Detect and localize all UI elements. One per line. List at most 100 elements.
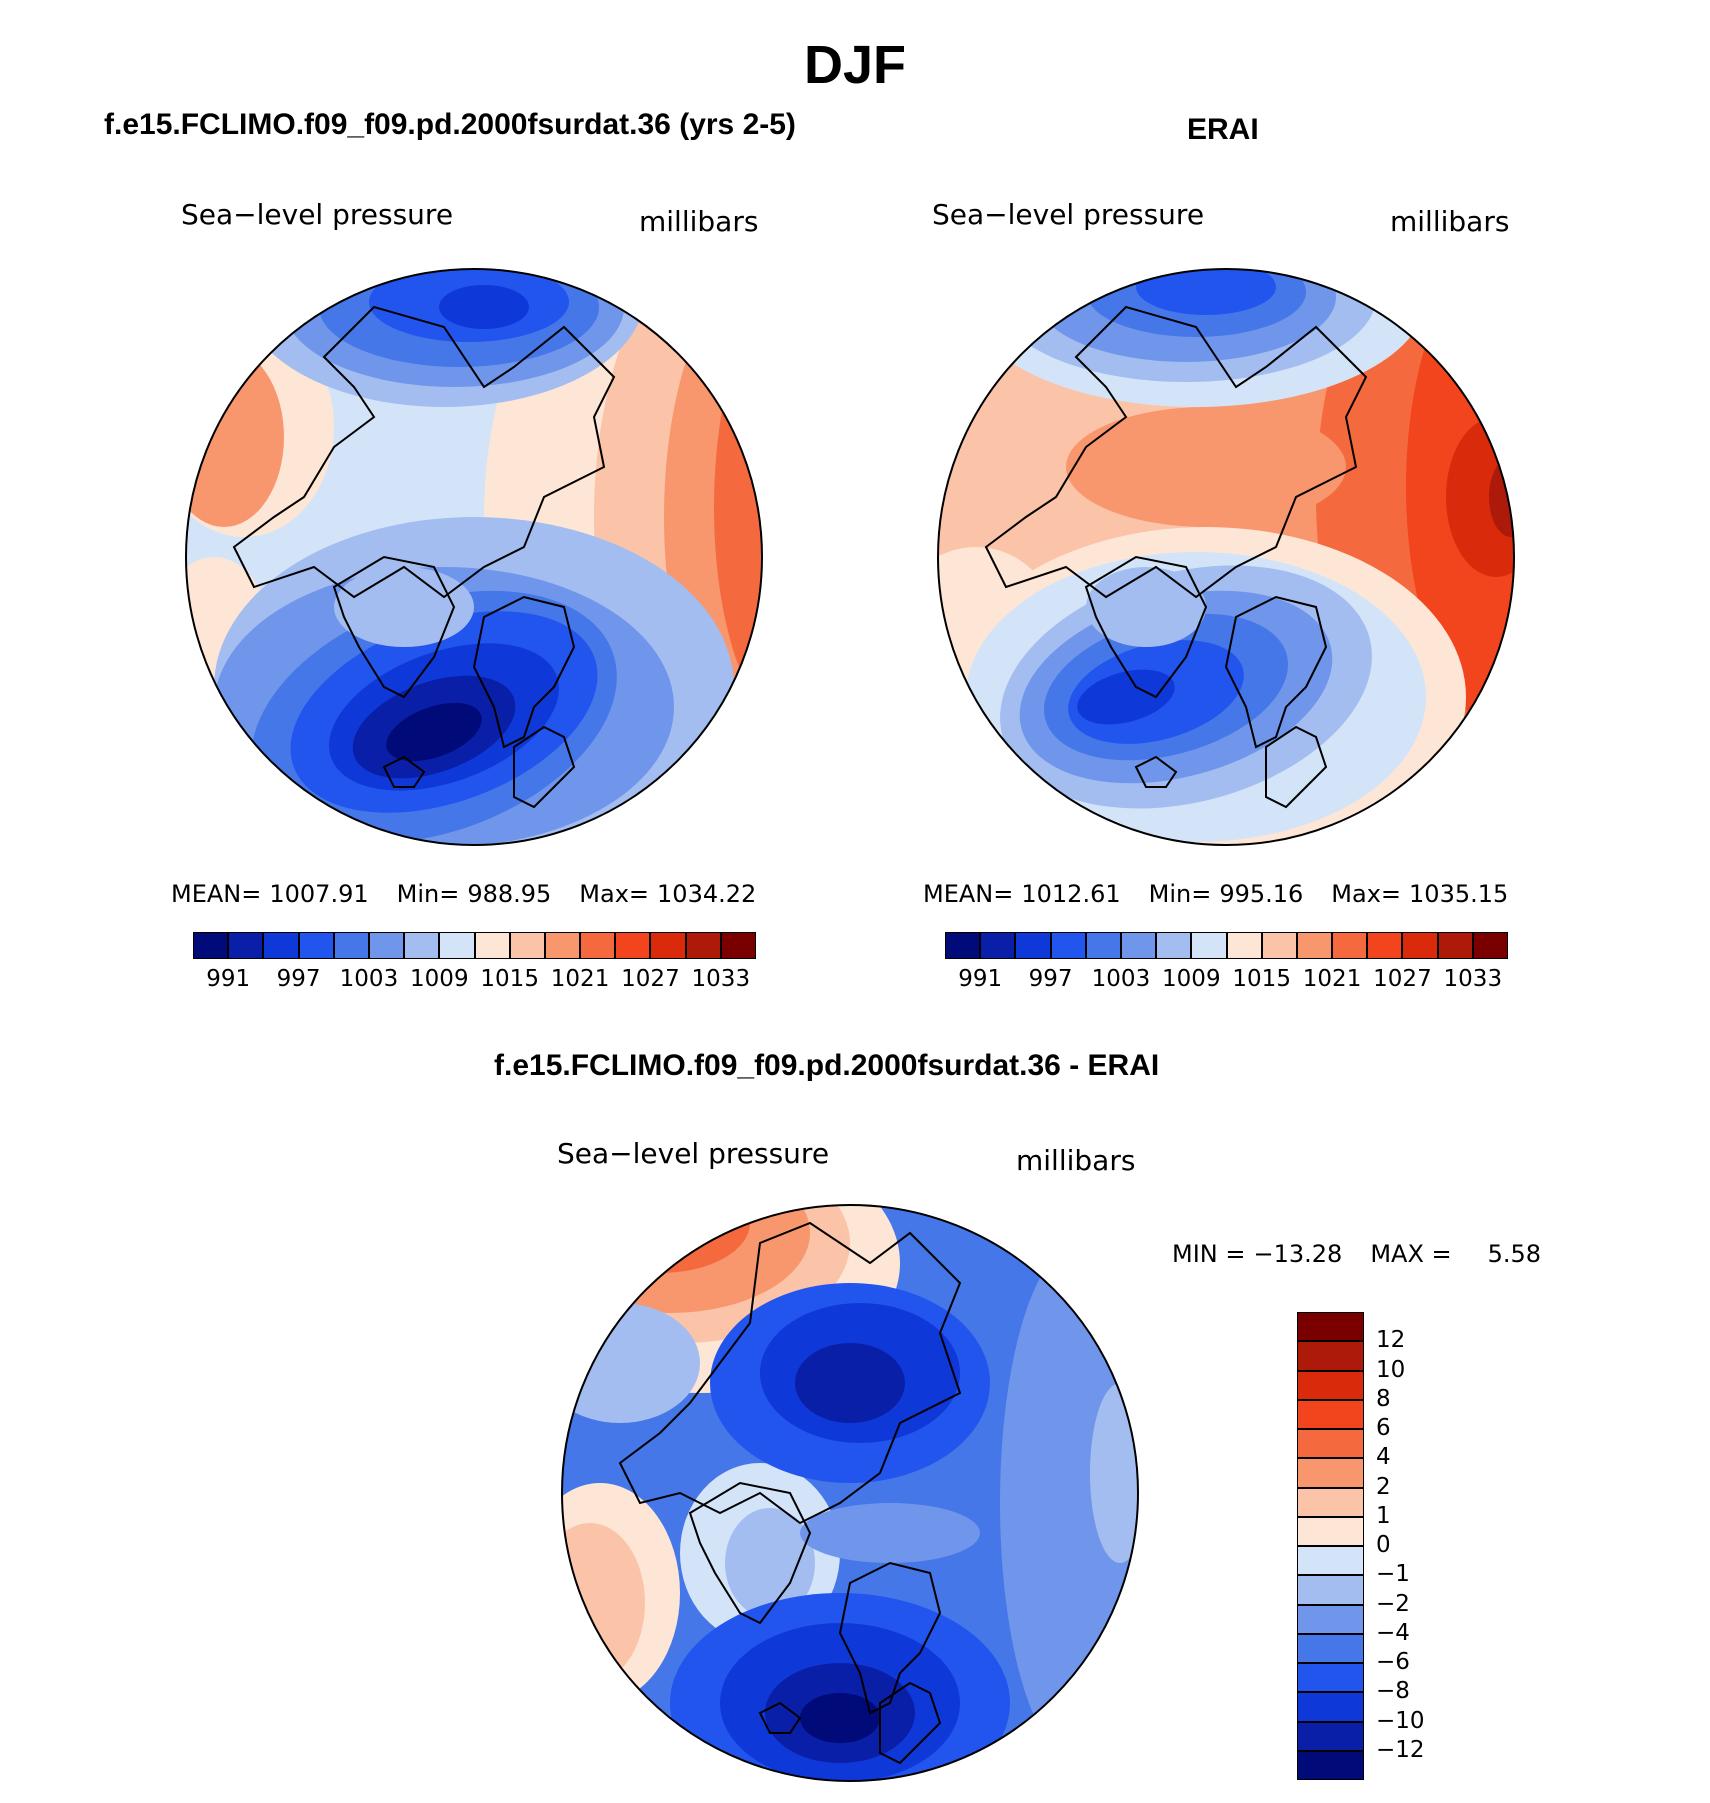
panel-3-colorbar-tick-label: −2 (1376, 1590, 1410, 1617)
panel-1-colorbar-ticks: 991 997 1003 1009 1015 1021 1027 1033 (193, 966, 756, 996)
panel-3-colorbar-swatch (1297, 1546, 1364, 1576)
panel-1-colorbar-tick-label: 1027 (621, 966, 680, 992)
panel-3-map (561, 1204, 1139, 1782)
panel-1-colorbar-swatch (368, 932, 405, 959)
panel-2-colorbar-swatch (1367, 932, 1403, 959)
panel-2-colorbar-tick-label: 1009 (1162, 966, 1221, 992)
panel-2-stats: MEAN= 1012.61 Min= 995.16 Max= 1035.15 (923, 880, 1509, 908)
panel-3-colorbar-tick-label: −6 (1376, 1649, 1410, 1675)
panel-1-colorbar-swatch (263, 932, 299, 959)
panel-3-colorbar-swatch (1297, 1633, 1364, 1663)
panel-1-colorbar-tick-label: 1021 (550, 966, 610, 992)
panel-3-colorbar-swatch (1297, 1721, 1364, 1751)
panel-2-colorbar-swatch (1437, 932, 1473, 959)
panel-1-map (185, 268, 763, 846)
panel-2-colorbar-ticks: 991 997 1003 1009 1015 1021 1027 1033 (945, 966, 1508, 996)
panel-3-colorbar-tick-label: 0 (1376, 1532, 1391, 1558)
panel-3-colorbar-swatch (1297, 1341, 1364, 1371)
panel-3-colorbar-tick-label: −8 (1376, 1678, 1410, 1705)
panel-2-colorbar-swatch (1050, 932, 1086, 959)
panel-1-title: f.e15.FCLIMO.f09_f09.pd.2000fsurdat.36 (… (104, 108, 796, 141)
panel-1-colorbar-tick-label: 1015 (480, 966, 539, 992)
panel-1-colorbar-tick-label: 991 (206, 966, 251, 992)
panel-2-colorbar-tick-label: 1015 (1232, 966, 1291, 992)
panel-1-colorbar-tick-label: 1033 (691, 966, 751, 992)
panel-3-colorbar-tick-label: 2 (1376, 1473, 1391, 1500)
panel-3-colorbar-swatch (1297, 1399, 1364, 1429)
panel-2-colorbar-tick-label: 997 (1028, 966, 1073, 992)
panel-1-colorbar-swatch (580, 932, 616, 959)
panel-3-colorbar-swatch (1297, 1429, 1364, 1459)
panel-3-stats: MIN = −13.28 MAX = 5.58 (1172, 1240, 1542, 1268)
panel-1-colorbar-swatch (298, 932, 334, 959)
panel-3-colorbar-tick-label: −1 (1376, 1561, 1410, 1588)
panel-2-colorbar-tick-label: 1027 (1373, 966, 1432, 992)
panel-3-colorbar-swatch (1297, 1692, 1364, 1722)
panel-1-colorbar-swatch (404, 932, 440, 959)
panel-3-colorbar-swatch (1297, 1516, 1364, 1546)
panel-1-colorbar-tick-label: 997 (276, 966, 321, 992)
figure-title: DJF (803, 35, 906, 95)
panel-2-colorbar-swatch (1191, 932, 1227, 959)
panel-3-colorbar-tick-label: 8 (1376, 1385, 1391, 1412)
panel-3-title: f.e15.FCLIMO.f09_f09.pd.2000fsurdat.36 -… (494, 1049, 1160, 1082)
panel-2-colorbar-swatch (1226, 932, 1262, 959)
panel-2-map (937, 268, 1515, 846)
panel-2-units-label: millibars (1390, 205, 1510, 238)
panel-2-colorbar-swatch (1261, 932, 1297, 959)
panel-3-colorbar-tick-label: −4 (1376, 1619, 1410, 1646)
panel-2-colorbar-swatch (1015, 932, 1051, 959)
panel-3-colorbar-tick-label: 4 (1376, 1444, 1391, 1471)
panel-3-colorbar-tick-label: 12 (1376, 1327, 1406, 1354)
panel-1-colorbar-swatch (650, 932, 686, 959)
panel-2-title: ERAI (1187, 113, 1259, 146)
panel-3-units-label: millibars (1016, 1144, 1136, 1177)
panel-1-colorbar-swatch (720, 932, 756, 959)
panel-1-colorbar-swatch (544, 932, 581, 959)
panel-1-colorbar-swatch (685, 932, 721, 959)
panel-1-colorbar-tick-label: 1003 (339, 966, 399, 992)
panel-3-colorbar-tick-label: 6 (1376, 1415, 1391, 1441)
panel-2-colorbar-swatch (1402, 932, 1438, 959)
panel-3-colorbar-swatch (1297, 1575, 1364, 1605)
panel-3-colorbar-swatch (1297, 1458, 1364, 1488)
panel-1-colorbar-swatch (615, 932, 651, 959)
panel-3-colorbar-swatch (1297, 1604, 1364, 1634)
panel-2-colorbar-tick-label: 1033 (1443, 966, 1503, 992)
panel-1-colorbar-swatch (228, 932, 264, 959)
panel-1-colorbar-swatch (474, 932, 510, 959)
panel-3-colorbar-tick-label: −10 (1376, 1707, 1425, 1734)
panel-1-units-label: millibars (639, 205, 759, 238)
panel-2-colorbar-swatch (945, 932, 981, 959)
panel-3-colorbar-swatch (1297, 1312, 1364, 1342)
panel-3-colorbar-tick-label: 1 (1376, 1502, 1391, 1529)
panel-2-colorbar-swatch (1085, 932, 1121, 959)
panel-1-variable-label: Sea−level pressure (181, 198, 454, 231)
panel-3-colorbar-swatch (1297, 1663, 1364, 1693)
panel-1-colorbar (193, 932, 756, 959)
panel-3-variable-label: Sea−level pressure (557, 1137, 830, 1170)
panel-2-colorbar-swatch (1156, 932, 1192, 959)
panel-2-colorbar-tick-label: 991 (958, 966, 1003, 992)
panel-3-colorbar-ticks: 12 10 8 6 4 2 1 0 −1 −2 −4 −6 −8 −10 −12 (1376, 1312, 1456, 1780)
panel-2-colorbar-tick-label: 1003 (1091, 966, 1151, 992)
panel-1-colorbar-swatch (193, 932, 229, 959)
panel-2-colorbar (945, 932, 1508, 959)
panel-3-colorbar-tick-label: −12 (1376, 1736, 1425, 1763)
panel-3-colorbar-swatch (1297, 1750, 1364, 1780)
panel-3-colorbar-swatch (1297, 1370, 1364, 1400)
panel-1-colorbar-swatch (439, 932, 475, 959)
panel-2-colorbar-tick-label: 1021 (1302, 966, 1362, 992)
panel-2-colorbar-swatch (1332, 932, 1368, 959)
panel-2-variable-label: Sea−level pressure (932, 198, 1205, 231)
panel-3-colorbar-swatch (1297, 1487, 1364, 1517)
panel-1-colorbar-tick-label: 1009 (410, 966, 469, 992)
panel-1-stats: MEAN= 1007.91 Min= 988.95 Max= 1034.22 (171, 880, 757, 908)
panel-1-colorbar-swatch (509, 932, 545, 959)
panel-3-colorbar-tick-label: 10 (1376, 1356, 1406, 1383)
panel-1-colorbar-swatch (333, 932, 369, 959)
panel-2-colorbar-swatch (1296, 932, 1333, 959)
panel-2-colorbar-swatch (1120, 932, 1157, 959)
panel-2-colorbar-swatch (1472, 932, 1508, 959)
panel-3-colorbar (1297, 1312, 1364, 1780)
